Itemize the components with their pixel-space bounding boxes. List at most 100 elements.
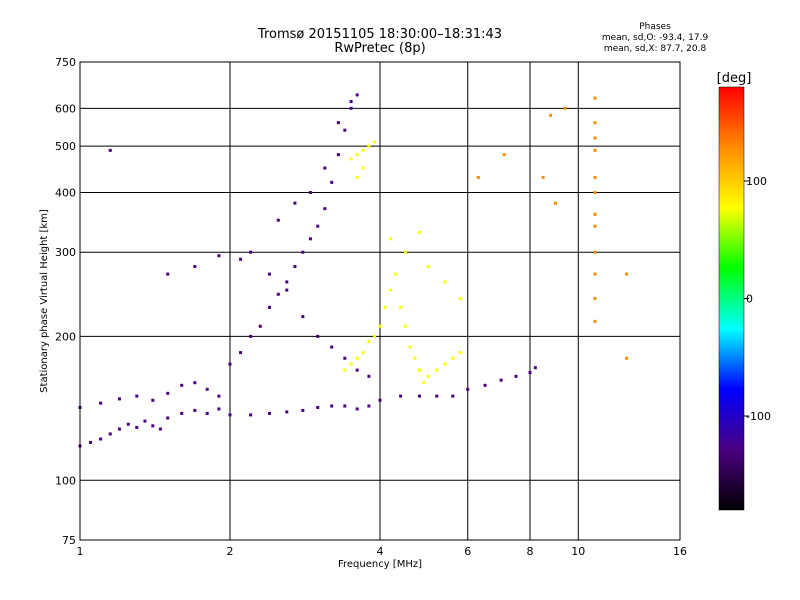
colorbar-tick-label: -100: [746, 410, 771, 423]
x-tick-label: 8: [527, 545, 534, 558]
data-point: [285, 288, 289, 292]
data-point: [217, 407, 221, 411]
data-point: [343, 356, 347, 360]
data-point: [443, 280, 447, 284]
x-tick-label: 4: [377, 545, 384, 558]
data-point: [336, 121, 340, 125]
chart-subtitle: RwPretec (8p): [334, 41, 426, 56]
data-point: [316, 334, 320, 338]
data-points: [78, 93, 629, 448]
data-point: [593, 272, 597, 276]
data-point: [373, 140, 377, 144]
y-tick-label: 100: [55, 474, 76, 487]
data-point: [267, 272, 271, 276]
colorbar-ticks: 100 0 -100: [744, 175, 771, 423]
x-axis-label: Frequency [MHz]: [338, 559, 422, 570]
data-point: [593, 175, 597, 179]
data-point: [180, 411, 184, 415]
data-point: [301, 315, 305, 319]
data-point: [217, 394, 221, 398]
x-tick-label: 6: [464, 545, 471, 558]
data-point: [593, 190, 597, 194]
data-point: [417, 368, 421, 372]
data-point: [435, 368, 439, 372]
data-point: [99, 401, 103, 405]
data-point: [355, 175, 359, 179]
data-point: [553, 201, 557, 205]
data-point: [373, 334, 377, 338]
data-point: [367, 144, 371, 148]
colorbar-tick-label: 100: [746, 175, 767, 188]
data-point: [228, 413, 232, 417]
y-axis-ticks: 75 100 200 300 400 500 600 750: [55, 56, 76, 547]
data-point: [417, 394, 421, 398]
data-point: [408, 345, 412, 349]
data-point: [151, 398, 155, 402]
x-tick-label: 16: [673, 545, 687, 558]
data-point: [625, 356, 629, 360]
data-point: [355, 368, 359, 372]
data-point: [403, 250, 407, 254]
data-point: [549, 113, 553, 117]
data-point: [403, 324, 407, 328]
data-point: [349, 100, 353, 104]
data-point: [316, 224, 320, 228]
data-point: [426, 374, 430, 378]
data-point: [135, 425, 139, 429]
grid-layer: [80, 62, 680, 540]
data-point: [451, 356, 455, 360]
data-point: [355, 153, 359, 157]
data-point: [361, 166, 365, 170]
data-point: [193, 265, 197, 269]
data-point: [293, 201, 297, 205]
data-point: [514, 374, 518, 378]
data-point: [389, 288, 393, 292]
data-point: [276, 292, 280, 296]
data-point: [151, 424, 155, 428]
data-point: [355, 93, 359, 97]
y-tick-label: 200: [55, 330, 76, 343]
data-point: [502, 153, 506, 157]
y-tick-label: 500: [55, 140, 76, 153]
data-point: [593, 136, 597, 140]
data-point: [417, 230, 421, 234]
data-point: [239, 257, 243, 261]
data-point: [593, 297, 597, 301]
data-point: [89, 440, 93, 444]
y-tick-label: 75: [62, 534, 76, 547]
data-point: [593, 212, 597, 216]
data-point: [330, 180, 334, 184]
x-axis-ticks: 1 2 4 6 8 10 16: [77, 545, 688, 558]
data-point: [349, 106, 353, 110]
data-point: [308, 237, 312, 241]
data-point: [108, 148, 112, 152]
data-point: [458, 351, 462, 355]
data-point: [399, 394, 403, 398]
data-point: [330, 345, 334, 349]
data-point: [355, 407, 359, 411]
colorbar-label: [deg]: [717, 71, 752, 86]
data-point: [435, 394, 439, 398]
data-point: [413, 356, 417, 360]
data-point: [249, 250, 253, 254]
data-point: [135, 394, 139, 398]
colorbar: [718, 86, 745, 511]
data-point: [336, 153, 340, 157]
y-tick-label: 300: [55, 246, 76, 259]
data-point: [330, 404, 334, 408]
data-point: [258, 324, 262, 328]
chart-title: Tromsø 20151105 18:30:00–18:31:43: [257, 27, 503, 42]
plot-frame: [79, 61, 681, 541]
data-point: [343, 368, 347, 372]
data-point: [483, 383, 487, 387]
data-point: [367, 404, 371, 408]
y-axis-label: Stationary phase Virtual Height [km]: [39, 209, 50, 393]
data-point: [158, 427, 162, 431]
data-point: [267, 305, 271, 309]
data-point: [426, 265, 430, 269]
data-point: [593, 224, 597, 228]
data-point: [394, 272, 398, 276]
data-point: [361, 351, 365, 355]
data-point: [323, 207, 327, 211]
